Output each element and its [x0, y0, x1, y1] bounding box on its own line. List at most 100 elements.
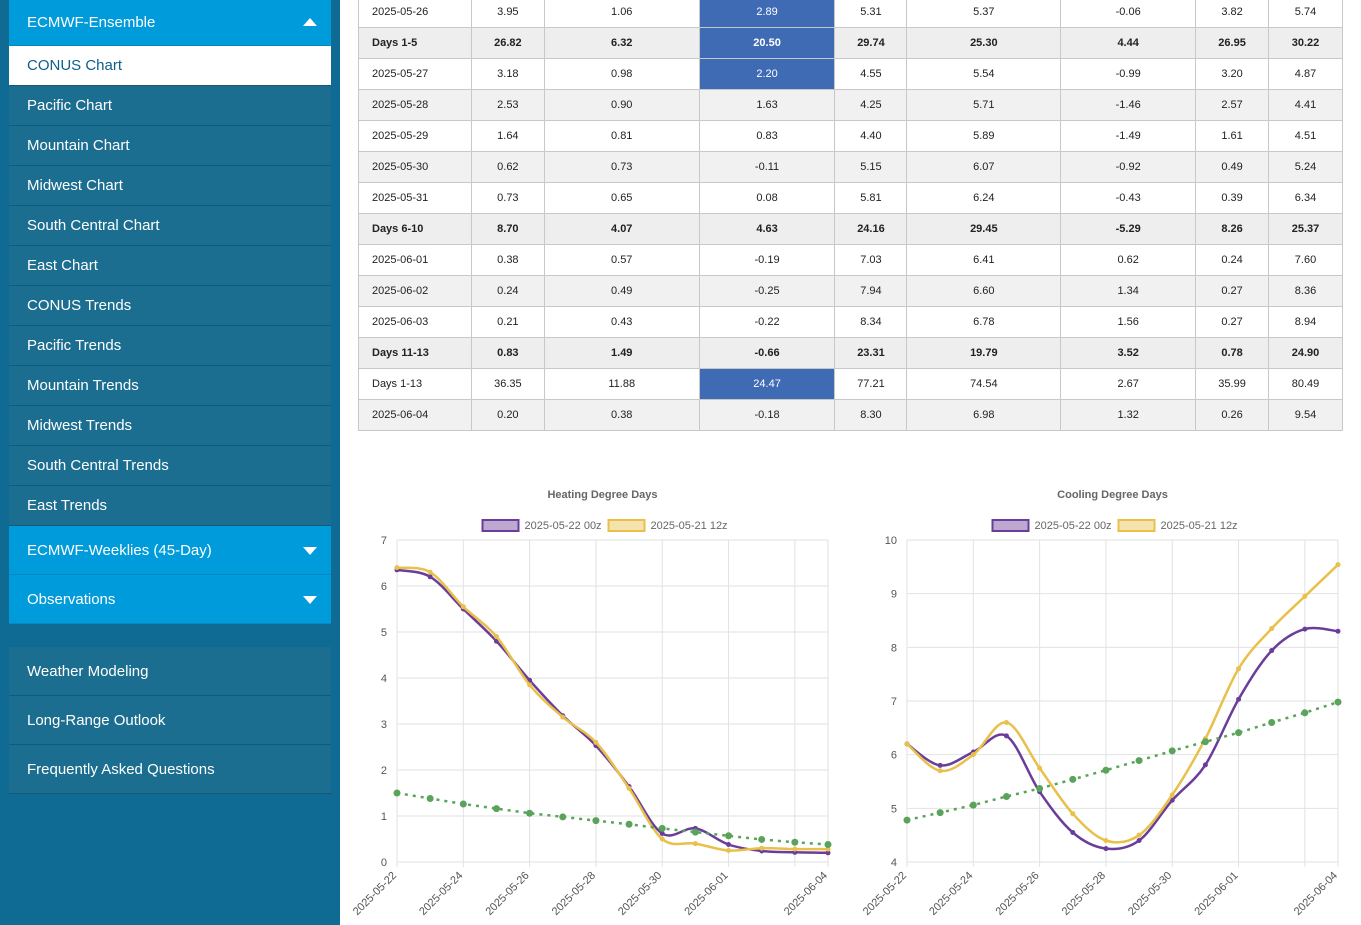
sidebar-item-east-trends[interactable]: East Trends [9, 486, 331, 526]
ecmwf-ensemble-header[interactable]: ECMWF-Ensemble [9, 0, 331, 46]
cooling-degree-days-chart: Cooling Degree Days 2025-05-22 00z 2025-05… [861, 480, 1355, 920]
y-tick-label: 7 [381, 535, 387, 547]
table-cell: 0.24 [470, 275, 545, 307]
data-point [725, 832, 733, 840]
row-label-cell: 2025-06-04 [358, 399, 472, 431]
sidebar-item-south-central-trends[interactable]: South Central Trends [9, 446, 331, 486]
sidebar-item-midwest-trends[interactable]: Midwest Trends [9, 406, 331, 446]
y-tick-label: 9 [891, 589, 897, 601]
table-cell: 5.81 [834, 182, 908, 214]
data-point [937, 762, 943, 768]
data-point [825, 850, 831, 856]
table-cell: 0.38 [543, 399, 700, 431]
table-cell: -0.25 [698, 275, 836, 307]
table-cell: 4.87 [1268, 58, 1343, 90]
table-cell: 1.56 [1060, 306, 1197, 338]
ecmwf-weeklies-label: ECMWF-Weeklies (45-Day) [27, 542, 212, 559]
table-cell: 5.31 [834, 0, 908, 28]
data-point [692, 841, 698, 847]
chevron-down-icon [303, 547, 317, 555]
sidebar-item-east-chart[interactable]: East Chart [9, 246, 331, 286]
data-point [726, 842, 732, 848]
table-cell: 8.30 [834, 399, 908, 431]
data-point [1168, 747, 1176, 755]
sidebar-item-midwest-chart[interactable]: Midwest Chart [9, 166, 331, 206]
table-cell: 19.79 [906, 337, 1062, 369]
y-tick-label: 7 [891, 696, 897, 708]
sidebar-item-mountain-chart[interactable]: Mountain Chart [9, 126, 331, 166]
data-point [393, 789, 401, 797]
x-tick-label: 2025-05-24 [417, 870, 465, 918]
y-tick-label: 8 [891, 642, 897, 654]
weather-modeling-link[interactable]: Weather Modeling [9, 647, 331, 696]
data-point [726, 848, 732, 853]
data-point [659, 836, 665, 842]
observations-menu[interactable]: Observations [9, 575, 331, 624]
table-row: 2025-06-02 0.24 0.49 -0.25 7.94 6.60 1.34 0.27 8… [358, 275, 1343, 307]
table-cell: 9.54 [1268, 399, 1343, 431]
x-tick-label: 2025-05-22 [351, 870, 399, 918]
row-label-cell: Days 6-10 [358, 213, 472, 245]
table-cell: 26.95 [1195, 27, 1270, 59]
table-cell: 6.60 [906, 275, 1062, 307]
sidebar-item-conus-chart[interactable]: CONUS Chart [9, 46, 331, 86]
data-point [427, 569, 433, 575]
table-cell: 0.27 [1195, 306, 1270, 338]
table-cell: -0.22 [698, 306, 836, 338]
table-cell: 8.26 [1195, 213, 1270, 245]
table-cell: 4.40 [834, 120, 908, 152]
x-tick-label: 2025-06-04 [1292, 870, 1340, 918]
faq-link[interactable]: Frequently Asked Questions [9, 745, 331, 794]
row-label-cell: 2025-05-31 [358, 182, 472, 214]
sidebar-item-mountain-trends[interactable]: Mountain Trends [9, 366, 331, 406]
data-point [1002, 793, 1010, 801]
table-cell: 0.24 [1195, 244, 1270, 276]
table-cell: 24.90 [1268, 337, 1343, 369]
heating-degree-days-chart: Heating Degree Days 2025-05-22 00z 2025-05… [351, 480, 845, 920]
table-cell: 25.30 [906, 27, 1062, 59]
table-row: 2025-06-01 0.38 0.57 -0.19 7.03 6.41 0.62 0.24 7… [358, 244, 1343, 276]
sidebar-item-conus-trends[interactable]: CONUS Trends [9, 286, 331, 326]
y-tick-label: 4 [891, 857, 897, 869]
sidebar-item-pacific-chart[interactable]: Pacific Chart [9, 86, 331, 126]
chart-svg: Cooling Degree Days 2025-05-22 00z 2025-05… [861, 489, 1342, 918]
table-cell: 0.81 [543, 120, 700, 152]
secondary-menu: Weather Modeling Long-Range Outlook Freq… [9, 647, 331, 794]
table-cell: 6.78 [906, 306, 1062, 338]
row-label-cell: 2025-05-27 [358, 58, 472, 90]
x-tick-label: 2025-05-24 [927, 870, 975, 918]
data-point [1037, 765, 1043, 771]
legend-label: 2025-05-21 12z [1161, 520, 1238, 532]
data-point [1103, 846, 1109, 852]
long-range-outlook-link[interactable]: Long-Range Outlook [9, 696, 331, 745]
table-cell: 3.82 [1195, 0, 1270, 28]
table-cell: 3.20 [1195, 58, 1270, 90]
sidebar-item-pacific-trends[interactable]: Pacific Trends [9, 326, 331, 366]
x-tick-label: 2025-05-28 [550, 870, 598, 918]
data-point [427, 574, 433, 580]
legend-swatch [991, 519, 1030, 532]
data-point [936, 809, 944, 817]
table-row: 2025-05-28 2.53 0.90 1.63 4.25 5.71 -1.46 2.57 4… [358, 89, 1343, 121]
data-point [691, 828, 699, 836]
table-cell: 0.73 [470, 182, 545, 214]
row-label-cell: Days 1-5 [358, 27, 472, 59]
table-cell: 1.61 [1195, 120, 1270, 152]
data-point [758, 835, 766, 843]
x-tick-label: 2025-05-22 [861, 870, 909, 918]
table-cell: 2.89 [698, 0, 836, 28]
table-cell: 25.37 [1268, 213, 1343, 245]
data-point [825, 846, 831, 852]
sidebar-item-south-central-chart[interactable]: South Central Chart [9, 206, 331, 246]
ecmwf-weeklies-menu[interactable]: ECMWF-Weeklies (45-Day) [9, 526, 331, 575]
data-point [1003, 733, 1009, 739]
table-cell: -5.29 [1060, 213, 1197, 245]
data-point [493, 634, 499, 640]
summary-row: Days 11-13 0.83 1.49 -0.66 23.31 19.79 3.52 0.7… [358, 337, 1343, 369]
table-cell: 11.88 [543, 368, 700, 400]
data-point [626, 785, 632, 791]
table-cell: 0.57 [543, 244, 700, 276]
table-cell: 0.62 [1060, 244, 1197, 276]
data-point [1103, 838, 1109, 844]
row-label-cell: Days 11-13 [358, 337, 472, 369]
